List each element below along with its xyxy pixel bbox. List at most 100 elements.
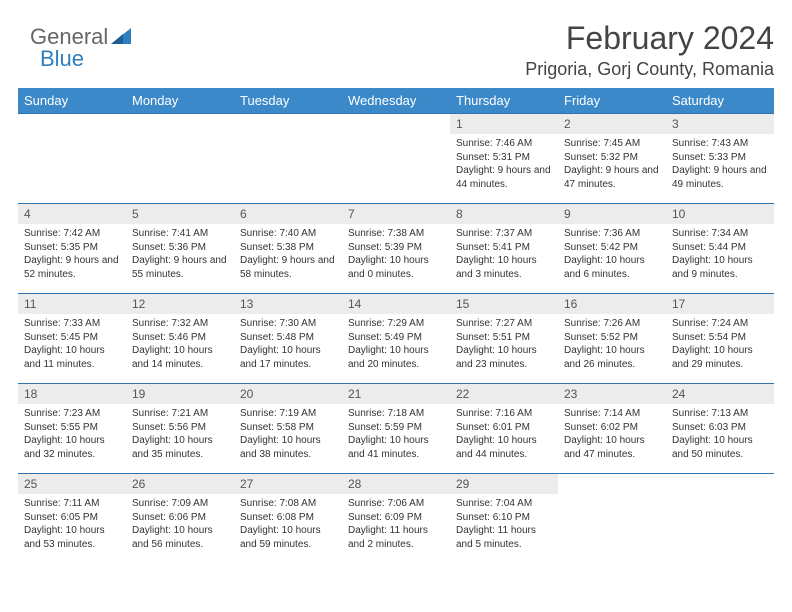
day-number: 21 xyxy=(342,384,450,404)
day-number: 26 xyxy=(126,474,234,494)
weekday-header: Wednesday xyxy=(342,88,450,114)
weekday-header: Sunday xyxy=(18,88,126,114)
calendar-cell: 5Sunrise: 7:41 AMSunset: 5:36 PMDaylight… xyxy=(126,204,234,294)
day-details: Sunrise: 7:18 AMSunset: 5:59 PMDaylight:… xyxy=(342,404,450,465)
day-details: Sunrise: 7:38 AMSunset: 5:39 PMDaylight:… xyxy=(342,224,450,285)
calendar-cell: 21Sunrise: 7:18 AMSunset: 5:59 PMDayligh… xyxy=(342,384,450,474)
calendar-cell: 29Sunrise: 7:04 AMSunset: 6:10 PMDayligh… xyxy=(450,474,558,564)
calendar-cell: 11Sunrise: 7:33 AMSunset: 5:45 PMDayligh… xyxy=(18,294,126,384)
calendar-row: 4Sunrise: 7:42 AMSunset: 5:35 PMDaylight… xyxy=(18,204,774,294)
day-number: 25 xyxy=(18,474,126,494)
day-number: 4 xyxy=(18,204,126,224)
day-details: Sunrise: 7:30 AMSunset: 5:48 PMDaylight:… xyxy=(234,314,342,375)
day-details: Sunrise: 7:04 AMSunset: 6:10 PMDaylight:… xyxy=(450,494,558,555)
weekday-header: Monday xyxy=(126,88,234,114)
calendar-cell: 1Sunrise: 7:46 AMSunset: 5:31 PMDaylight… xyxy=(450,114,558,204)
day-details: Sunrise: 7:33 AMSunset: 5:45 PMDaylight:… xyxy=(18,314,126,375)
day-number: 2 xyxy=(558,114,666,134)
header: February 2024 Prigoria, Gorj County, Rom… xyxy=(18,20,774,80)
calendar-cell: 15Sunrise: 7:27 AMSunset: 5:51 PMDayligh… xyxy=(450,294,558,384)
calendar-cell: 17Sunrise: 7:24 AMSunset: 5:54 PMDayligh… xyxy=(666,294,774,384)
logo-triangle-icon xyxy=(108,24,131,50)
weekday-header: Saturday xyxy=(666,88,774,114)
logo-text-2: Blue xyxy=(40,46,84,72)
day-details: Sunrise: 7:42 AMSunset: 5:35 PMDaylight:… xyxy=(18,224,126,285)
day-number: 20 xyxy=(234,384,342,404)
day-details: Sunrise: 7:29 AMSunset: 5:49 PMDaylight:… xyxy=(342,314,450,375)
day-number: 22 xyxy=(450,384,558,404)
day-details: Sunrise: 7:46 AMSunset: 5:31 PMDaylight:… xyxy=(450,134,558,195)
day-number: 29 xyxy=(450,474,558,494)
calendar-cell: 16Sunrise: 7:26 AMSunset: 5:52 PMDayligh… xyxy=(558,294,666,384)
day-number: 16 xyxy=(558,294,666,314)
day-number: 13 xyxy=(234,294,342,314)
day-number: 5 xyxy=(126,204,234,224)
day-number: 3 xyxy=(666,114,774,134)
day-number: 19 xyxy=(126,384,234,404)
day-details: Sunrise: 7:09 AMSunset: 6:06 PMDaylight:… xyxy=(126,494,234,555)
day-details: Sunrise: 7:19 AMSunset: 5:58 PMDaylight:… xyxy=(234,404,342,465)
weekday-header: Tuesday xyxy=(234,88,342,114)
location-subtitle: Prigoria, Gorj County, Romania xyxy=(18,59,774,80)
day-number: 12 xyxy=(126,294,234,314)
day-number: 28 xyxy=(342,474,450,494)
day-details: Sunrise: 7:45 AMSunset: 5:32 PMDaylight:… xyxy=(558,134,666,195)
weekday-header-row: Sunday Monday Tuesday Wednesday Thursday… xyxy=(18,88,774,114)
calendar-cell: 19Sunrise: 7:21 AMSunset: 5:56 PMDayligh… xyxy=(126,384,234,474)
day-number: 10 xyxy=(666,204,774,224)
day-details: Sunrise: 7:27 AMSunset: 5:51 PMDaylight:… xyxy=(450,314,558,375)
day-details: Sunrise: 7:21 AMSunset: 5:56 PMDaylight:… xyxy=(126,404,234,465)
calendar-cell: 9Sunrise: 7:36 AMSunset: 5:42 PMDaylight… xyxy=(558,204,666,294)
calendar-cell: 6Sunrise: 7:40 AMSunset: 5:38 PMDaylight… xyxy=(234,204,342,294)
calendar-cell: 7Sunrise: 7:38 AMSunset: 5:39 PMDaylight… xyxy=(342,204,450,294)
day-details: Sunrise: 7:16 AMSunset: 6:01 PMDaylight:… xyxy=(450,404,558,465)
calendar-cell: 8Sunrise: 7:37 AMSunset: 5:41 PMDaylight… xyxy=(450,204,558,294)
day-number: 11 xyxy=(18,294,126,314)
calendar-cell: 12Sunrise: 7:32 AMSunset: 5:46 PMDayligh… xyxy=(126,294,234,384)
day-details: Sunrise: 7:14 AMSunset: 6:02 PMDaylight:… xyxy=(558,404,666,465)
calendar-cell: 28Sunrise: 7:06 AMSunset: 6:09 PMDayligh… xyxy=(342,474,450,564)
calendar-cell: 18Sunrise: 7:23 AMSunset: 5:55 PMDayligh… xyxy=(18,384,126,474)
day-number: 27 xyxy=(234,474,342,494)
day-number: 23 xyxy=(558,384,666,404)
day-number: 1 xyxy=(450,114,558,134)
calendar-cell-empty xyxy=(666,474,774,564)
day-number: 7 xyxy=(342,204,450,224)
day-number: 6 xyxy=(234,204,342,224)
day-details: Sunrise: 7:34 AMSunset: 5:44 PMDaylight:… xyxy=(666,224,774,285)
day-details: Sunrise: 7:26 AMSunset: 5:52 PMDaylight:… xyxy=(558,314,666,375)
day-details: Sunrise: 7:41 AMSunset: 5:36 PMDaylight:… xyxy=(126,224,234,285)
calendar-row: 11Sunrise: 7:33 AMSunset: 5:45 PMDayligh… xyxy=(18,294,774,384)
weekday-header: Thursday xyxy=(450,88,558,114)
day-details: Sunrise: 7:08 AMSunset: 6:08 PMDaylight:… xyxy=(234,494,342,555)
calendar-cell: 24Sunrise: 7:13 AMSunset: 6:03 PMDayligh… xyxy=(666,384,774,474)
day-details: Sunrise: 7:32 AMSunset: 5:46 PMDaylight:… xyxy=(126,314,234,375)
calendar-cell: 26Sunrise: 7:09 AMSunset: 6:06 PMDayligh… xyxy=(126,474,234,564)
month-title: February 2024 xyxy=(18,20,774,57)
calendar-cell: 13Sunrise: 7:30 AMSunset: 5:48 PMDayligh… xyxy=(234,294,342,384)
calendar-table: Sunday Monday Tuesday Wednesday Thursday… xyxy=(18,88,774,564)
day-details: Sunrise: 7:11 AMSunset: 6:05 PMDaylight:… xyxy=(18,494,126,555)
calendar-cell-empty xyxy=(558,474,666,564)
day-number: 15 xyxy=(450,294,558,314)
calendar-cell: 22Sunrise: 7:16 AMSunset: 6:01 PMDayligh… xyxy=(450,384,558,474)
day-details: Sunrise: 7:13 AMSunset: 6:03 PMDaylight:… xyxy=(666,404,774,465)
calendar-body: 1Sunrise: 7:46 AMSunset: 5:31 PMDaylight… xyxy=(18,114,774,564)
day-number: 24 xyxy=(666,384,774,404)
day-details: Sunrise: 7:06 AMSunset: 6:09 PMDaylight:… xyxy=(342,494,450,555)
calendar-cell: 10Sunrise: 7:34 AMSunset: 5:44 PMDayligh… xyxy=(666,204,774,294)
calendar-row: 18Sunrise: 7:23 AMSunset: 5:55 PMDayligh… xyxy=(18,384,774,474)
calendar-cell: 20Sunrise: 7:19 AMSunset: 5:58 PMDayligh… xyxy=(234,384,342,474)
day-details: Sunrise: 7:23 AMSunset: 5:55 PMDaylight:… xyxy=(18,404,126,465)
calendar-cell: 14Sunrise: 7:29 AMSunset: 5:49 PMDayligh… xyxy=(342,294,450,384)
calendar-row: 1Sunrise: 7:46 AMSunset: 5:31 PMDaylight… xyxy=(18,114,774,204)
day-details: Sunrise: 7:37 AMSunset: 5:41 PMDaylight:… xyxy=(450,224,558,285)
calendar-cell: 2Sunrise: 7:45 AMSunset: 5:32 PMDaylight… xyxy=(558,114,666,204)
day-number: 18 xyxy=(18,384,126,404)
day-number: 14 xyxy=(342,294,450,314)
calendar-cell: 25Sunrise: 7:11 AMSunset: 6:05 PMDayligh… xyxy=(18,474,126,564)
calendar-cell-empty xyxy=(342,114,450,204)
calendar-row: 25Sunrise: 7:11 AMSunset: 6:05 PMDayligh… xyxy=(18,474,774,564)
calendar-cell-empty xyxy=(126,114,234,204)
calendar-cell: 27Sunrise: 7:08 AMSunset: 6:08 PMDayligh… xyxy=(234,474,342,564)
